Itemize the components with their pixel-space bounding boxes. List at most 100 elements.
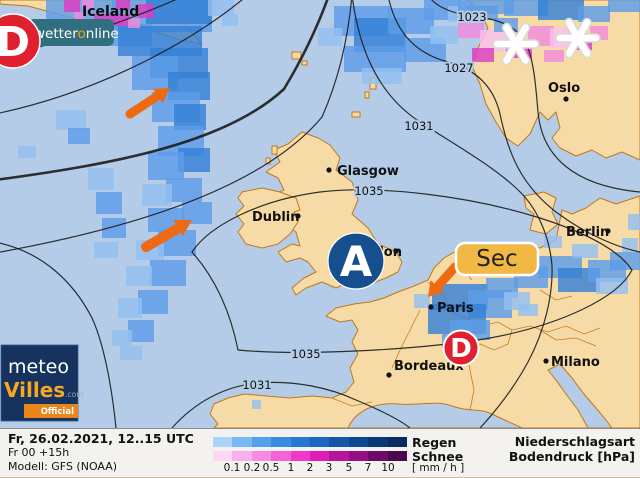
scale-tick: 0.5	[262, 462, 280, 474]
wetteronline-text-1: wetter	[34, 26, 78, 42]
forecast-meta: Fr, 26.02.2021, 12..15 UTC Fr 00 +15h Mo…	[8, 432, 194, 474]
city-label-dublin: Dublin	[252, 210, 300, 225]
rain-scale-segment	[251, 437, 272, 447]
isobar-label: 1031	[242, 378, 271, 392]
adriatic-sea	[547, 363, 613, 428]
low-center-letter: D	[0, 18, 30, 66]
meteovilles-text-com: .com	[65, 390, 83, 399]
isobar-1031-top	[352, 0, 553, 428]
model-run: Fr 00 +15h	[8, 446, 70, 459]
scale-tick: 0.2	[243, 462, 261, 474]
rain-scale-segment	[368, 437, 388, 447]
meteovilles-logo[interactable]: meteo Villes.com Official	[0, 344, 84, 422]
meteovilles-ribbon	[24, 404, 78, 418]
scale-tick: 3	[325, 462, 333, 474]
snow-scale-segment	[290, 451, 311, 461]
snow-scale-segment	[329, 451, 349, 461]
wetteronline-text-3: nline	[86, 26, 119, 42]
snow-scale-label: Schnee	[412, 449, 464, 464]
arrow-icon-atlantic-north	[125, 88, 170, 119]
map-type-line2: Bodendruck [hPa]	[508, 449, 635, 464]
isobar-label: 1035	[291, 347, 320, 361]
scale-tick: 10	[381, 462, 395, 474]
arrow-icon-sec-to-paris	[428, 262, 460, 297]
city-dot-dublin	[295, 213, 301, 219]
map-canvas: 1023 1027 1031 1035 1035 1031 Oslo Glasg…	[0, 0, 640, 428]
scale-tick: 0.1	[223, 462, 241, 474]
mediterranean-sea	[347, 402, 523, 428]
isobar-1027	[388, 0, 640, 253]
snow-scale-segment	[213, 451, 233, 461]
isobar-1031-bottom	[171, 381, 411, 428]
snowflake-icon	[492, 22, 540, 66]
scale-tick: 1	[287, 462, 295, 474]
precipitation-scale: 0.1 0.2 0.5 1 2 3 5 7 10	[213, 429, 408, 478]
city-dot-oslo	[563, 96, 569, 102]
low-center-letter: D	[450, 334, 472, 364]
rain-color-scale	[213, 437, 408, 447]
scale-unit: [ mm / h ]	[412, 462, 465, 474]
wetteronline-text-2: o	[78, 26, 86, 42]
isobar-value-labels: 1023 1027 1031 1035 1035 1031	[240, 8, 488, 394]
rain-scale-label: Regen	[412, 435, 457, 450]
rain-scale-segment	[348, 437, 369, 447]
svg-text:wetteronline: wetteronline	[34, 26, 119, 42]
scale-tick: 2	[306, 462, 314, 474]
city-dot-glasgow	[326, 167, 332, 173]
city-dot-london	[393, 248, 399, 254]
snowflake-icon	[555, 17, 601, 59]
flow-arrows	[125, 88, 460, 297]
meteovilles-text-official: Official	[41, 407, 74, 417]
city-dot-berlin	[605, 228, 611, 234]
city-label-milano: Milano	[551, 355, 600, 370]
ireland-land	[235, 187, 301, 249]
isobar-label: 1023	[457, 10, 486, 24]
isobar-thick	[0, 0, 329, 181]
arrow-icon-atlantic-south	[141, 219, 192, 252]
rain-scale-segment	[271, 437, 291, 447]
map-type-line1: Niederschlagsart	[514, 434, 635, 449]
high-center-letter: A	[340, 237, 373, 286]
scale-tick: 5	[345, 462, 353, 474]
snow-scale-segment	[251, 451, 272, 461]
scale-tick-labels: 0.1 0.2 0.5 1 2 3 5 7 10	[213, 462, 407, 475]
city-label-oslo: Oslo	[548, 81, 580, 96]
rain-band-france-alps	[252, 214, 640, 409]
city-dot-milano	[543, 358, 549, 364]
map-type-labels: Niederschlagsart Bodendruck [hPa]	[509, 434, 635, 464]
snow-scale-segment	[387, 451, 408, 461]
model-name: Modell: GFS (NOAA)	[8, 460, 118, 473]
sec-annotation-label: Sec	[476, 246, 517, 272]
city-dot-paris	[428, 304, 434, 310]
city-dot-bordeaux	[386, 372, 392, 378]
meteovilles-text-meteo: meteo	[8, 356, 69, 378]
legend-bar: Fr, 26.02.2021, 12..15 UTC Fr 00 +15h Mo…	[0, 428, 640, 478]
city-label-berlin: Berlin	[566, 225, 609, 240]
snow-color-scale	[213, 451, 408, 461]
city-label-glasgow: Glasgow	[337, 164, 399, 179]
wetteronline-logo[interactable]: wetteronline	[28, 19, 119, 46]
denmark-land	[523, 191, 559, 235]
isobar-label: 1031	[404, 119, 433, 133]
rain-scale-segment	[310, 437, 330, 447]
isobar-1023	[431, 0, 640, 193]
rain-scale-segment	[290, 437, 311, 447]
pressure-precipitation-map[interactable]: 1023 1027 1031 1035 1035 1031 Oslo Glasg…	[0, 0, 640, 428]
region-label-iceland: Iceland	[82, 4, 139, 20]
isobar-label: 1035	[354, 184, 383, 198]
isobar-1031-west	[0, 242, 117, 428]
scale-tick: 7	[364, 462, 372, 474]
isobar-label: 1027	[444, 61, 473, 75]
city-label-bordeaux: Bordeaux	[394, 359, 464, 374]
city-label-paris: Paris	[437, 301, 474, 316]
snow-scale-segment	[368, 451, 388, 461]
rain-scale-segment	[232, 437, 252, 447]
pressure-center-low-atlantic: D	[0, 13, 41, 69]
snow-scale-segment	[271, 451, 291, 461]
meteovilles-text-villes: Villes	[4, 378, 65, 402]
rain-scale-segment	[329, 437, 349, 447]
valid-datetime: Fr, 26.02.2021, 12..15 UTC	[8, 431, 194, 446]
pressure-center-high: A	[327, 232, 385, 290]
svg-text:Villes.com: Villes.com	[4, 378, 84, 402]
